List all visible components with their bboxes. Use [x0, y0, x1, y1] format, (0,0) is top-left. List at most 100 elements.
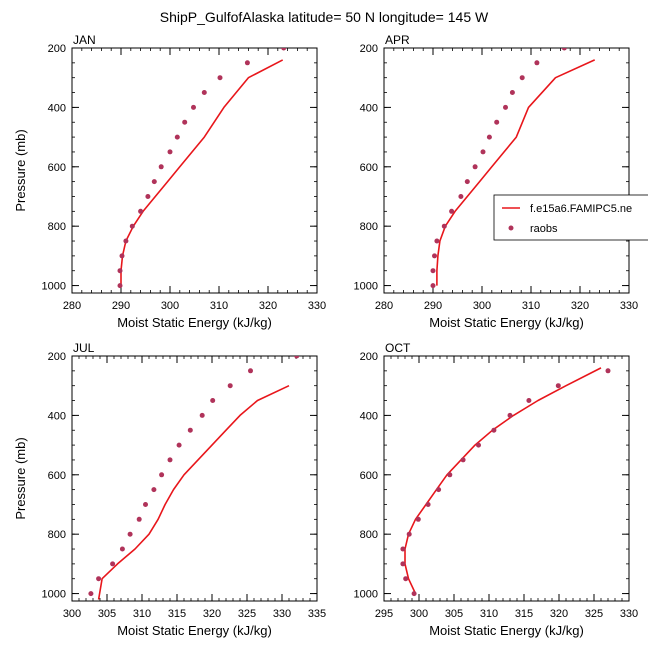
raobs-point [491, 427, 497, 433]
x-tick-label: 335 [308, 608, 326, 620]
y-tick-label: 600 [360, 470, 378, 482]
y-tick-label: 1000 [354, 589, 378, 601]
model-profile-line [436, 59, 596, 286]
x-tick-label: 295 [375, 608, 393, 620]
x-tick-label: 325 [238, 608, 256, 620]
raobs-point [151, 179, 157, 185]
y-tick-label: 200 [48, 351, 66, 363]
x-tick-label: 310 [210, 300, 228, 312]
raobs-point [494, 119, 500, 125]
y-tick-label: 1000 [42, 589, 66, 601]
legend-marker-swatch [508, 225, 514, 231]
raobs-point [294, 356, 300, 359]
y-tick-label: 200 [48, 43, 66, 55]
y-tick-label: 200 [360, 351, 378, 363]
raobs-point [119, 546, 125, 552]
panel-apr: 280 290 300 310 320 330 200 400 600 800 1000 APR Moi… [354, 31, 639, 330]
raobs-point [110, 561, 116, 567]
plot-area [117, 48, 287, 289]
x-tick-label: 300 [63, 608, 81, 620]
legend: f.e15a6.FAMIPC5.ne raobs [493, 194, 648, 241]
x-tick-label: 320 [259, 300, 277, 312]
raobs-point [127, 531, 133, 537]
main-title: ShipP_GulfofAlaska latitude= 50 N longit… [160, 9, 489, 25]
x-tick-label: 320 [550, 608, 568, 620]
raobs-point [526, 398, 532, 403]
raobs-point [151, 487, 157, 493]
legend-box [493, 194, 648, 241]
legend-label-model: f.e15a6.FAMIPC5.ne [530, 203, 632, 215]
y-tick-label: 600 [48, 162, 66, 174]
y-tick-label: 1000 [354, 281, 378, 293]
y-tick-label: 600 [360, 162, 378, 174]
y-tick-label: 800 [48, 529, 66, 541]
raobs-point [176, 442, 182, 448]
x-tick-label: 305 [445, 608, 463, 620]
raobs-point [458, 194, 464, 199]
raobs-point [210, 398, 216, 403]
raobs-point [441, 223, 447, 229]
panel-oct: 295 300 305 310 315 320 325 330 200 400 600 800 1000… [354, 341, 639, 638]
panel-label: JUL [73, 341, 95, 355]
raobs-point [248, 368, 253, 374]
model-profile-line [120, 59, 284, 286]
x-tick-label: 320 [203, 608, 221, 620]
raobs-point [174, 134, 180, 140]
plot-frame [71, 355, 318, 602]
raobs-point [117, 283, 123, 289]
y-tick-label: 800 [48, 221, 66, 233]
raobs-point [167, 457, 173, 463]
y-tick-label: 800 [360, 221, 378, 233]
plot-frame [383, 47, 630, 294]
raobs-point [509, 90, 515, 95]
raobs-point [136, 516, 142, 522]
plot-area [88, 356, 300, 600]
raobs-point [406, 531, 412, 537]
x-tick-label: 280 [63, 300, 81, 312]
x-tick-label: 310 [480, 608, 498, 620]
raobs-point [460, 457, 466, 463]
raobs-point [534, 60, 540, 66]
x-axis-title: Moist Static Energy (kJ/kg) [429, 315, 584, 330]
raobs-point [430, 283, 436, 289]
x-tick-label: 280 [375, 300, 393, 312]
x-tick-label: 300 [161, 300, 179, 312]
raobs-point [129, 223, 135, 229]
x-tick-label: 290 [112, 300, 130, 312]
raobs-point [591, 31, 596, 36]
raobs-point [143, 502, 148, 507]
x-tick-label: 310 [133, 608, 151, 620]
raobs-point [281, 48, 287, 51]
raobs-point [430, 268, 436, 274]
raobs-point [507, 412, 513, 418]
plot-frame [383, 355, 630, 602]
panel-label: OCT [385, 341, 411, 355]
x-tick-label: 320 [571, 300, 589, 312]
plot-area [430, 31, 596, 289]
raobs-point [434, 238, 440, 244]
panel-jan: 280 290 300 310 320 330 200 400 600 800 1000 JAN Moi… [13, 33, 326, 330]
y-tick-label: 600 [48, 470, 66, 482]
raobs-point [436, 487, 442, 493]
x-tick-label: 330 [620, 300, 638, 312]
x-tick-label: 330 [308, 300, 326, 312]
y-tick-label: 200 [360, 43, 378, 55]
y-tick-label: 800 [360, 529, 378, 541]
legend-label-obs: raobs [530, 223, 558, 235]
raobs-point [449, 208, 455, 214]
raobs-point [199, 412, 205, 418]
x-tick-label: 315 [168, 608, 186, 620]
x-axis-title: Moist Static Energy (kJ/kg) [429, 623, 584, 638]
raobs-point [503, 104, 508, 110]
x-tick-label: 290 [424, 300, 442, 312]
raobs-point [201, 90, 207, 95]
model-profile-line [97, 384, 290, 600]
raobs-point [117, 268, 123, 274]
raobs-point [480, 149, 486, 155]
raobs-point [472, 164, 478, 170]
plot-frame [71, 47, 318, 294]
x-tick-label: 300 [410, 608, 428, 620]
raobs-point [191, 104, 196, 110]
raobs-point [464, 179, 470, 185]
